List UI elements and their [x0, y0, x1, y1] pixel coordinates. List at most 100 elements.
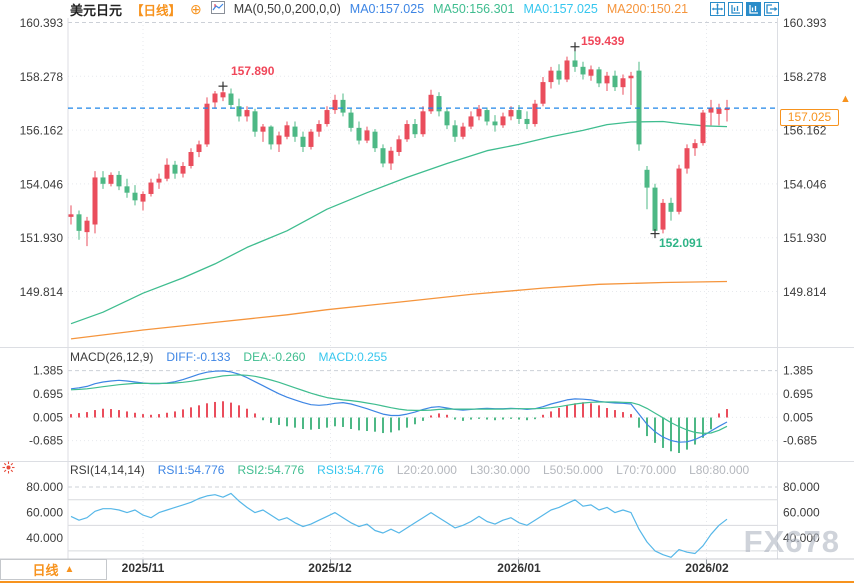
indicator-marker-icon[interactable] [2, 461, 15, 479]
candle [460, 126, 466, 137]
candle [292, 126, 298, 137]
candle [116, 174, 122, 187]
ma0-value: MA0:157.025 [349, 2, 425, 16]
macd-bar [542, 414, 544, 418]
candle [548, 70, 554, 83]
macd-dea-line [70, 374, 728, 434]
candle [588, 69, 594, 76]
candle [372, 131, 378, 149]
candle [684, 148, 690, 169]
rsi-params-label: RSI(14,14,14) [70, 463, 145, 477]
candle [204, 103, 210, 145]
candle [156, 178, 162, 183]
ma50-value: MA50:156.301 [433, 2, 515, 16]
rsi-axis-label-left: 60.000 [26, 506, 63, 520]
candle [724, 108, 730, 111]
macd-bar [278, 417, 280, 425]
candle [364, 130, 370, 141]
candle [100, 177, 106, 184]
candle [516, 110, 522, 119]
macd-bar [94, 410, 96, 418]
macd-hist-value: MACD:0.255 [318, 350, 388, 364]
rsi-axis-label-left: 40.000 [26, 531, 63, 545]
macd-bar [310, 417, 312, 430]
macd-bar [446, 414, 448, 418]
candle [276, 135, 282, 145]
macd-bar [662, 417, 664, 448]
exit-fullscreen-icon[interactable] [764, 2, 779, 16]
candle [484, 110, 490, 122]
macd-bar [358, 417, 360, 431]
macd-diff-line [70, 370, 728, 443]
current-price-value: 157.025 [787, 110, 832, 124]
candle [444, 111, 450, 126]
candle [340, 99, 346, 113]
macd-bar [518, 417, 520, 420]
macd-bar [614, 410, 616, 418]
candle [708, 107, 714, 113]
macd-bar [222, 401, 224, 418]
macd-bar [638, 417, 640, 428]
macd-bar [246, 408, 248, 418]
period-tag: 【日线】 [131, 3, 182, 18]
candle [580, 66, 586, 75]
macd-axis-label-left: 0.005 [33, 410, 63, 424]
candle [180, 166, 186, 174]
rsi-level-70: L70:70.000 [616, 463, 677, 477]
rsi-header: RSI(14,14,14) RSI1:54.776 RSI2:54.776 RS… [70, 463, 749, 477]
macd-bar [182, 409, 184, 418]
axis-scale-active-icon[interactable] [746, 2, 761, 16]
candle [84, 220, 90, 233]
macd-bar [198, 405, 200, 418]
period-selector-button[interactable]: 日线 ▲ [0, 559, 107, 580]
date-axis-label: 2025/11 [121, 561, 165, 575]
macd-bar [126, 411, 128, 418]
price-axis-label-right: 160.393 [783, 16, 827, 30]
rsi-level-20: L20:20.000 [396, 463, 457, 477]
rsi2-value: RSI2:54.776 [237, 463, 305, 477]
candle [220, 92, 226, 98]
macd-bar [294, 417, 296, 428]
candle [324, 110, 330, 125]
candle [268, 126, 274, 145]
candle [196, 144, 202, 153]
macd-bar [390, 417, 392, 433]
candle [332, 99, 338, 111]
macd-bar [366, 417, 368, 432]
header-toolbar [710, 2, 779, 16]
candle [396, 139, 402, 153]
candle [500, 116, 506, 126]
pan-tool-icon[interactable] [710, 2, 725, 16]
macd-bar [566, 405, 568, 418]
rsi-level-30: L30:30.000 [469, 463, 530, 477]
add-indicator-icon[interactable]: ⊕ [190, 1, 202, 17]
candle [284, 125, 290, 137]
macd-bar [102, 408, 104, 418]
macd-bar [646, 417, 648, 437]
macd-axis-label-right: -0.685 [783, 434, 817, 448]
chart-type-icon [210, 1, 225, 17]
axis-scale-icon[interactable] [728, 2, 743, 16]
price-axis-label-right: 156.162 [783, 124, 827, 138]
candle [244, 110, 250, 117]
macd-bar [230, 402, 232, 418]
price-axis-label-right: 154.046 [783, 177, 827, 191]
price-axis-label-left: 158.278 [20, 70, 64, 84]
macd-bar [302, 417, 304, 429]
candle [452, 125, 458, 137]
macd-axis-label-right: 0.695 [783, 387, 813, 401]
macd-bar [86, 412, 88, 418]
candle [108, 174, 114, 184]
macd-bar [70, 414, 72, 418]
price-axis-label-right: 149.814 [783, 285, 827, 299]
candle [676, 168, 682, 212]
scroll-to-latest-arrow[interactable]: ▲ [840, 93, 851, 105]
macd-header: MACD(26,12,9) DIFF:-0.133 DEA:-0.260 MAC… [70, 350, 387, 364]
candle [404, 124, 410, 140]
macd-bar [78, 413, 80, 418]
symbol-title: 美元日元 [70, 2, 123, 18]
marked-low-label: 152.091 [659, 236, 703, 250]
macd-bar [382, 417, 384, 434]
